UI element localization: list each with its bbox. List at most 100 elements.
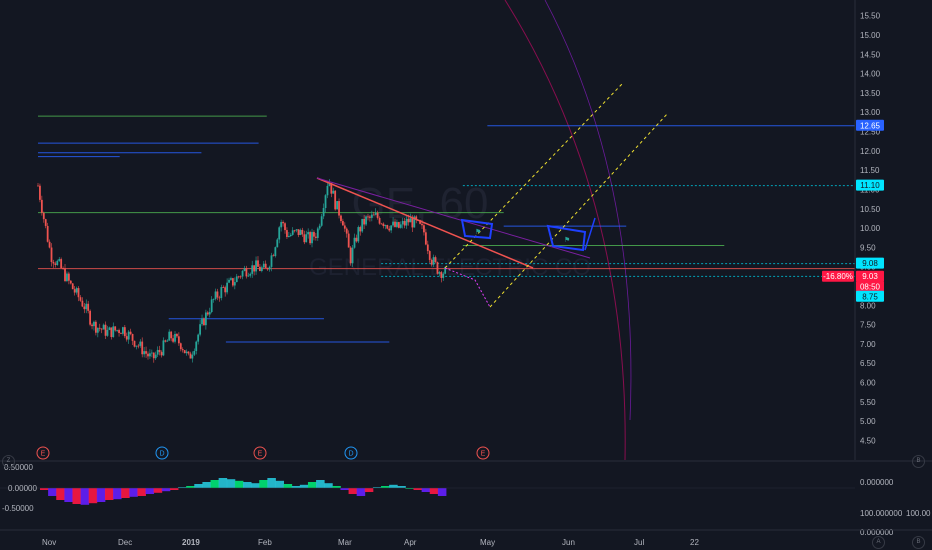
candle-body xyxy=(110,327,113,338)
candle-body xyxy=(307,232,310,235)
candle-body xyxy=(264,263,267,269)
oscillator-pane xyxy=(0,478,855,505)
trendline-purple[interactable] xyxy=(316,177,591,259)
candle-body xyxy=(164,340,167,342)
candle-body xyxy=(428,251,431,260)
price-tag-bg xyxy=(856,119,884,131)
candle-body xyxy=(183,350,186,354)
candle-body xyxy=(282,222,284,224)
candle-body xyxy=(91,324,93,327)
oscillator-bar xyxy=(137,488,146,496)
oscillator-bar xyxy=(226,479,236,488)
log-scale-button[interactable]: B xyxy=(912,536,925,549)
oscillator-bar xyxy=(234,480,244,488)
oscillator-bar xyxy=(178,487,187,488)
event-marker[interactable]: D xyxy=(344,446,358,460)
osc-right-bottom-3: 0.000000 xyxy=(860,528,894,537)
flag-pattern-1[interactable]: ⚑ xyxy=(460,218,494,240)
candle-body xyxy=(243,268,246,271)
candle-body xyxy=(257,260,259,267)
event-label: E xyxy=(258,451,263,458)
price-tick-label: 5.50 xyxy=(860,398,876,407)
price-tick-label: 15.50 xyxy=(860,12,881,21)
candle-body xyxy=(100,328,103,330)
time-tick-label: Jul xyxy=(634,538,644,547)
price-tag-label: 9.08 xyxy=(862,259,878,268)
candle-body xyxy=(349,247,352,264)
oscillator-bar xyxy=(397,486,406,488)
candle-body xyxy=(79,297,82,301)
candle-body xyxy=(174,333,176,342)
candle-body xyxy=(120,333,122,334)
candle-body xyxy=(204,312,207,326)
event-circle xyxy=(36,446,50,460)
candle-body xyxy=(39,185,41,200)
candle-body xyxy=(52,261,55,264)
oscillator-bar xyxy=(332,486,341,488)
flag-pattern-2[interactable]: ⚑ xyxy=(546,217,596,252)
pane-scale-button[interactable]: B xyxy=(912,455,925,468)
time-axis[interactable]: Nov Dec 2019 Feb Mar Apr May Jun Jul 22 xyxy=(42,538,699,547)
flag-icon: ⚑ xyxy=(475,228,481,236)
osc-right-bottom-2: 100.00 xyxy=(906,509,931,518)
fib-arc-inner[interactable] xyxy=(544,0,632,421)
oscillator-bar xyxy=(48,488,57,496)
candle-body xyxy=(235,276,238,283)
price-tag-label: 11.10 xyxy=(860,181,880,190)
oscillator-bar xyxy=(299,484,309,488)
osc-tick-3: -0.50000 xyxy=(2,504,34,513)
price-tags: 12.65 11.10 9.08 -16.80% 9.03 08:508.75 xyxy=(822,119,884,302)
event-marker[interactable]: E xyxy=(36,446,50,460)
candle-body xyxy=(241,270,244,277)
price-tag-bg xyxy=(856,270,884,282)
candle-body xyxy=(334,190,337,210)
time-tick-label: Jun xyxy=(562,538,575,547)
candle-body xyxy=(208,312,211,315)
candle-body xyxy=(314,236,317,238)
projection-path[interactable] xyxy=(444,267,491,308)
price-tick-label: 10.00 xyxy=(860,224,881,233)
timezone-icon[interactable]: Z xyxy=(2,455,15,468)
event-marker[interactable]: E xyxy=(476,446,490,460)
oscillator-bar xyxy=(56,488,65,500)
candle-body xyxy=(353,237,356,248)
price-tick-label: 15.00 xyxy=(860,31,881,40)
candle-body xyxy=(359,227,362,232)
oscillator-bar xyxy=(437,488,447,496)
candle-body xyxy=(253,265,256,272)
event-label: E xyxy=(481,451,486,458)
candle-body xyxy=(370,214,373,218)
forecast-line-lower[interactable] xyxy=(489,112,669,308)
candle-body xyxy=(411,218,414,228)
trendline-resistance[interactable] xyxy=(316,177,534,269)
candle-body xyxy=(191,354,194,359)
fib-arc-outer[interactable] xyxy=(504,0,626,461)
event-marker[interactable]: D xyxy=(155,446,169,460)
time-tick-label: Apr xyxy=(404,538,417,547)
price-tick-label: 13.00 xyxy=(860,108,881,117)
candle-body xyxy=(206,312,209,315)
candle-body xyxy=(116,330,119,331)
candle-body xyxy=(93,321,95,327)
candle-body xyxy=(228,279,230,283)
candle-body xyxy=(60,259,63,268)
event-marker[interactable]: E xyxy=(253,446,267,460)
candle-body xyxy=(210,299,213,313)
candle-body xyxy=(374,212,377,215)
candle-body xyxy=(67,273,70,281)
oscillator-bar xyxy=(275,480,284,488)
candle-body xyxy=(301,229,304,235)
candle-body xyxy=(322,208,325,217)
candle-body xyxy=(280,222,283,228)
candle-body xyxy=(168,331,171,341)
candle-body xyxy=(432,257,435,265)
oscillator-bar xyxy=(40,488,49,490)
oscillator-bar xyxy=(324,483,333,488)
candle-body xyxy=(224,287,227,293)
price-tag-bg xyxy=(856,179,884,191)
auto-scale-button[interactable]: A xyxy=(872,536,885,549)
oscillator-bar xyxy=(210,480,220,488)
candle-body xyxy=(94,321,97,333)
